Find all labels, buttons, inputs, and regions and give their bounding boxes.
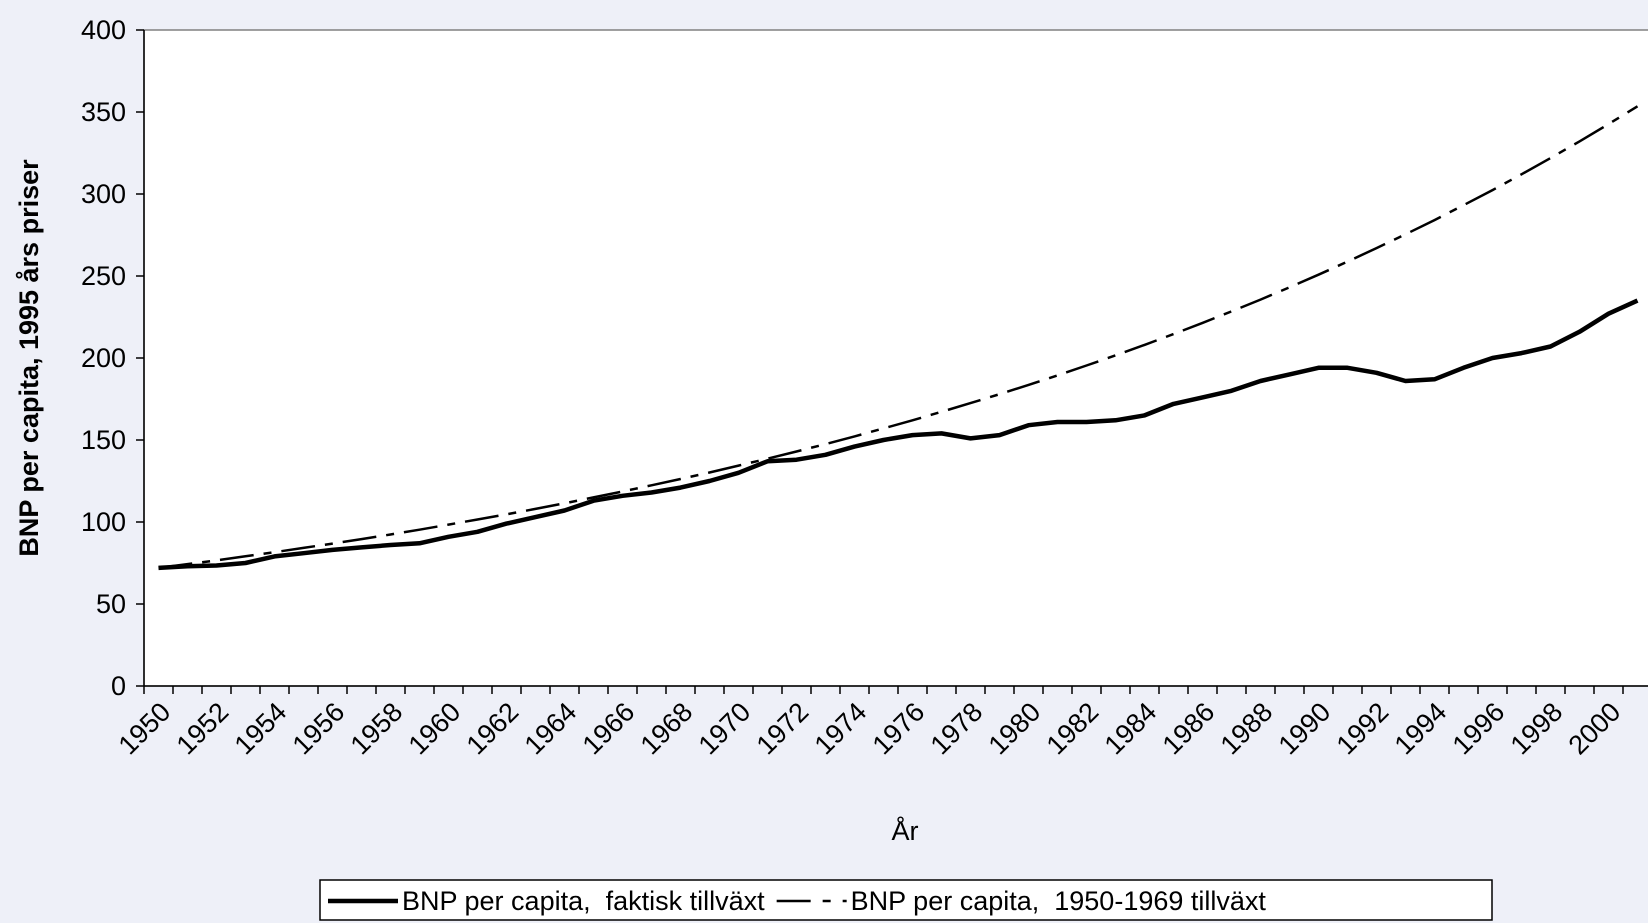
series-line	[158, 298, 1639, 571]
y-tick-label: 0	[111, 671, 126, 701]
legend-box	[319, 879, 1493, 921]
series-line	[158, 105, 1639, 570]
legend-label: BNP per capita, 1950-1969 tillväxt	[851, 886, 1267, 916]
legend: BNP per capita, faktisk tillväxt BNP per …	[319, 879, 1493, 921]
y-tick-label: 250	[81, 261, 126, 291]
x-axis-label: År	[892, 815, 919, 846]
y-tick-label: 150	[81, 425, 126, 455]
y-tick-label: 50	[96, 589, 126, 619]
y-tick-label: 100	[81, 507, 126, 537]
y-axis-label: BNP per capita, 1995 års priser	[14, 159, 44, 557]
plot-area	[143, 29, 1648, 687]
y-tick-label: 400	[81, 15, 126, 45]
legend-label: BNP per capita, faktisk tillväxt	[402, 886, 765, 916]
y-tick-label: 350	[81, 97, 126, 127]
y-tick-label: 200	[81, 343, 126, 373]
y-tick-label: 300	[81, 179, 126, 209]
